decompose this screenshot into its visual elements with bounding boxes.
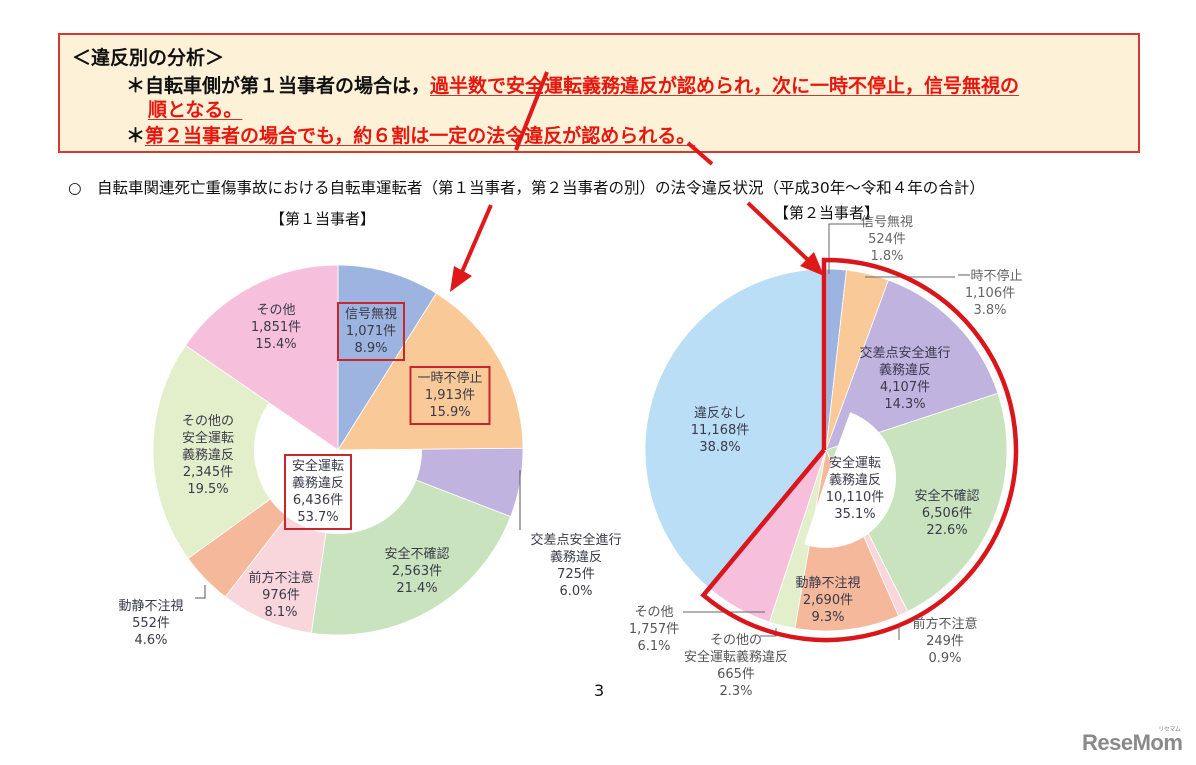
callout-line-1-prefix: ＊自転車側が第１当事者の場合は， xyxy=(126,75,431,97)
pie-slice xyxy=(184,264,339,451)
pie-slice xyxy=(152,344,339,560)
callout-line-2-highlight: 順となる。 xyxy=(148,99,243,121)
pie-1-label-forward-inattention: 前方不注意 976件 8.1% xyxy=(248,571,314,620)
arrow-1-upper-segment xyxy=(514,71,549,151)
pie-1-title: 【第１当事者】 xyxy=(270,210,376,228)
pie-2-label-other-safety-duty: その他の 安全運転義務違反 665件 2.3% xyxy=(683,633,789,699)
pie-2-label-other: その他 1,757件 6.1% xyxy=(628,605,680,654)
page-number: 3 xyxy=(594,681,605,700)
pie-2-label-no-violation: 違反なし 11,168件 38.8% xyxy=(690,406,750,455)
arrow-1-lower-segment xyxy=(460,204,493,273)
pie-slice xyxy=(337,292,524,451)
annotation-arrows xyxy=(450,71,824,292)
pie-2-label-signal-ignore: 信号無視 524件 1.8% xyxy=(860,215,914,264)
pie-chart-first-party xyxy=(152,264,524,636)
pie-2-label-intersection: 交差点安全進行 義務違反 4,107件 14.3% xyxy=(859,346,951,412)
callout-heading: ＜違反別の分析＞ xyxy=(72,47,225,69)
pie-2-label-motion-inattention: 動静不注視 2,690件 9.3% xyxy=(795,576,861,625)
arrow-2-lower-segment xyxy=(746,201,810,262)
pie-slice xyxy=(644,268,827,589)
callout-line-3: ＊第２当事者の場合でも，約６割は一定の法令違反が認められる。 xyxy=(126,121,695,148)
pie-2-label-safety-check: 安全不確認 6,506件 22.6% xyxy=(914,489,980,538)
pie-1-label-safety-check: 安全不確認 2,563件 21.4% xyxy=(384,547,450,596)
pie-slice xyxy=(825,279,999,451)
pie-2-center-label-safe-driving-duty: 安全運転 義務違反 10,110件 35.1% xyxy=(825,456,885,522)
chart-subtitle: ○ 自転車関連死亡重傷事故における自転車運転者（第１当事者，第２当事者の別）の法… xyxy=(68,179,985,197)
pie-1-center-label-safe-driving-duty: 安全運転 義務違反 6,436件 53.7% xyxy=(283,454,353,530)
pie-center-hole xyxy=(253,402,422,534)
pie-1-label-other-safety-duty: その他の 安全運転 義務違反 2,345件 19.5% xyxy=(181,414,235,497)
callout-line-2: 順となる。 xyxy=(148,95,242,122)
resemom-logo: ReseMom リセマム xyxy=(1082,727,1183,755)
pie-2-label-stop-failure: 一時不停止 1,106件 3.8% xyxy=(957,269,1023,318)
pie-2-title: 【第２当事者】 xyxy=(774,204,880,222)
callout-line-3-highlight: 第２当事者の場合でも，約６割は一定の法令違反が認められる。 xyxy=(145,125,696,147)
callout-line-1: ＊自転車側が第１当事者の場合は，過半数で安全運転義務違反が認められ，次に一時不停… xyxy=(126,71,1019,98)
pie-1-leader-lines xyxy=(195,470,521,599)
pie-center-hole xyxy=(804,412,896,548)
callout-line-1-highlight: 過半数で安全運転義務違反が認められ，次に一時不停止，信号無視の xyxy=(430,75,1020,97)
pie-1-label-stop-failure: 一時不停止 1,913件 15.9% xyxy=(409,366,491,425)
pie-chart-second-party xyxy=(644,268,1008,632)
pie-2-violation-highlight-outline xyxy=(700,257,1019,643)
arrow-2-head-icon xyxy=(800,252,824,276)
arrow-2-upper-segment xyxy=(686,141,714,166)
pie-1-label-other: その他 1,851件 15.4% xyxy=(250,303,302,352)
analysis-callout: ＜違反別の分析＞ ＊自転車側が第１当事者の場合は，過半数で安全運転義務違反が認め… xyxy=(58,33,1140,153)
arrow-1-head-icon xyxy=(450,266,472,292)
callout-line-3-prefix: ＊ xyxy=(126,125,146,147)
pie-1-label-intersection: 交差点安全進行 義務違反 725件 6.0% xyxy=(530,533,622,599)
pie-2-label-forward-inattention: 前方不注意 249件 0.9% xyxy=(912,617,978,666)
pie-1-label-signal-ignore: 信号無視 1,071件 8.9% xyxy=(336,302,406,361)
pie-1-label-motion-inattention: 動静不注視 552件 4.6% xyxy=(118,599,184,648)
pie-slice xyxy=(337,264,437,452)
